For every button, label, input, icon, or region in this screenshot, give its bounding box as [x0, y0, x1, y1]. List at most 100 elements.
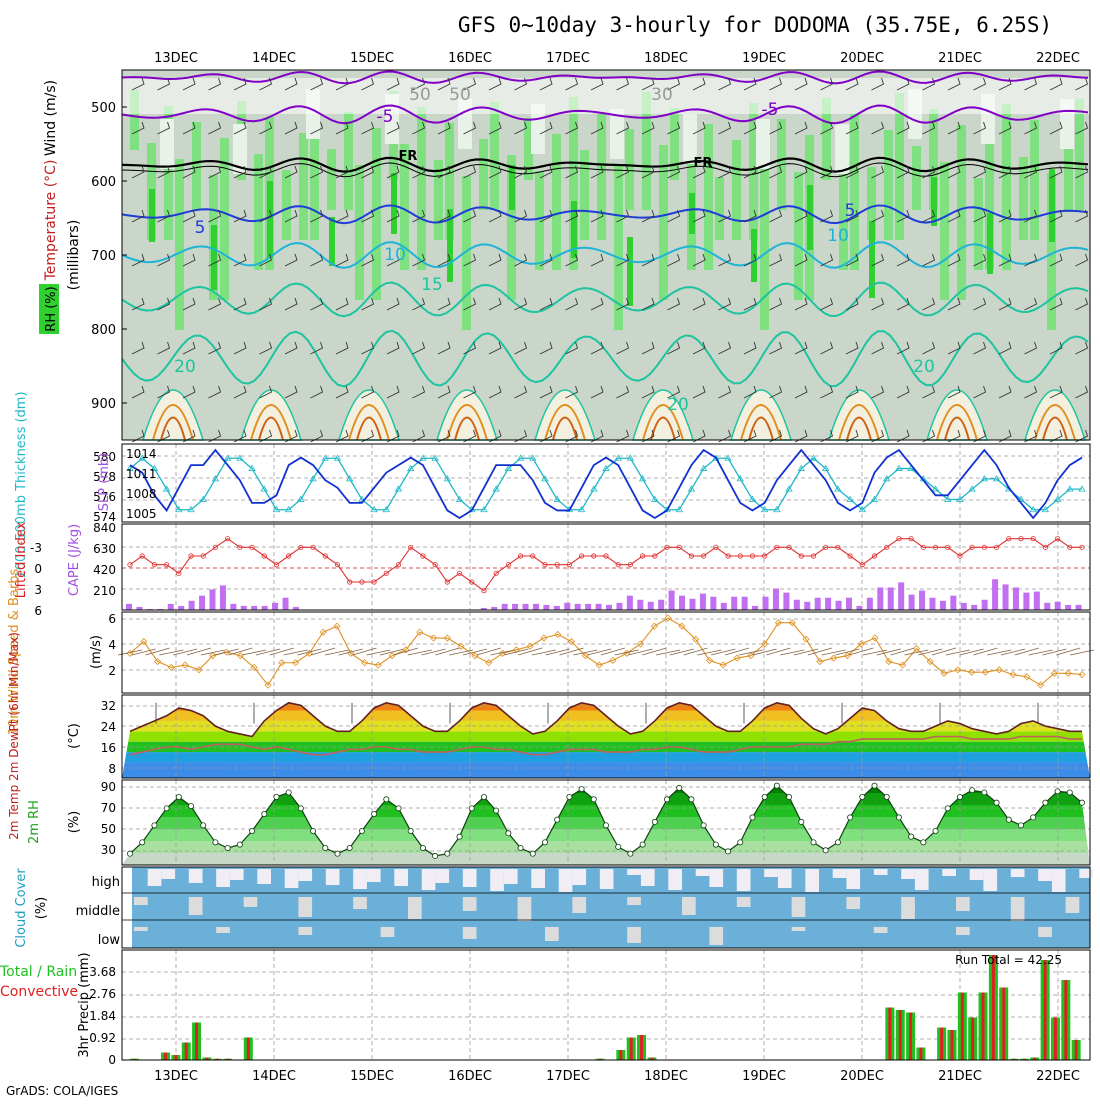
- wind-barb: [131, 209, 145, 223]
- wind-barb: [871, 165, 885, 179]
- cloud-high-gap: [435, 869, 450, 883]
- surface-wind-barb: [338, 648, 363, 656]
- cape-bar: [960, 602, 967, 610]
- warm-cell-contour: [544, 404, 586, 441]
- wind-barb: [1049, 385, 1063, 399]
- wind-barb: [820, 209, 834, 223]
- rh-shade-dark: [267, 181, 273, 258]
- rh-marker: [969, 787, 976, 794]
- rh-shade: [715, 177, 724, 240]
- warm-cell: [337, 389, 401, 441]
- thickness-marker: [1078, 485, 1086, 492]
- wind-barb: [1049, 165, 1063, 179]
- wind-barb: [1024, 209, 1038, 223]
- cape-bar: [251, 605, 258, 610]
- lifted-index-marker: [286, 553, 292, 559]
- wind-barb: [794, 121, 808, 135]
- rh-marker: [541, 839, 548, 846]
- contour-label: 10: [827, 226, 849, 246]
- upper-air-panel: -5 -5 FR FR 5 5 10 10 15 20 20 20 50 50 30 500 600 700 800…: [39, 69, 1091, 443]
- surface-wind-barb: [352, 647, 377, 656]
- cloud-high-gap: [188, 869, 203, 883]
- cloud-high-gap: [1038, 869, 1052, 881]
- wind-barb: [616, 385, 630, 399]
- wind-barb: [769, 209, 783, 223]
- precip-convective-bar: [1064, 980, 1068, 1060]
- surface-wind-barb: [173, 648, 198, 656]
- wind-barb: [692, 77, 706, 91]
- wind-barb: [820, 77, 834, 91]
- rh-marker: [1042, 799, 1049, 806]
- date-label-bottom: 15DEC: [350, 1069, 394, 1084]
- wind-barb: [998, 121, 1012, 135]
- wind-speed-marker: [195, 666, 203, 674]
- ylabel-cape: CAPE (J/kg): [67, 524, 82, 596]
- rh-band: [122, 853, 1090, 865]
- rh-marker: [505, 830, 512, 837]
- rh-tick: 50: [101, 822, 116, 836]
- lifted-index-marker: [798, 553, 804, 559]
- precip-convective-bar: [1012, 1058, 1016, 1060]
- rh-marker: [920, 839, 927, 846]
- wind-barb: [794, 165, 808, 179]
- rh-marker: [493, 807, 500, 814]
- wind-barb: [208, 165, 222, 179]
- rh-shade-pale: [835, 124, 849, 174]
- contour-label: FR: [399, 149, 418, 164]
- warm-cell-contour-inner: [258, 416, 284, 441]
- precip-convective-bar: [164, 1052, 168, 1060]
- surface-wind-barb: [407, 649, 432, 656]
- date-label-top: 20DEC: [840, 51, 884, 66]
- wind-barb: [896, 121, 910, 135]
- rh-marker: [700, 822, 707, 829]
- wind-barb: [259, 297, 273, 311]
- cloud-high-gap: [503, 869, 518, 884]
- wind-barb: [463, 165, 477, 179]
- wind-barb: [1024, 341, 1038, 355]
- rh-marker: [627, 850, 634, 857]
- rh-marker: [956, 794, 963, 801]
- wind-barb: [973, 341, 987, 355]
- rh-shade: [1030, 120, 1039, 240]
- wind-speed-marker: [126, 649, 134, 657]
- thickness-marker: [1017, 495, 1025, 502]
- wind-barb: [514, 385, 528, 399]
- rh-marker: [480, 794, 487, 801]
- date-label-bottom: 18DEC: [644, 1069, 688, 1084]
- wind-speed-marker: [236, 652, 244, 660]
- wind-barb: [973, 77, 987, 91]
- date-label-top: 14DEC: [252, 51, 296, 66]
- wind-barb: [157, 297, 171, 311]
- rh-shade: [1002, 104, 1011, 270]
- wind-barb: [182, 77, 196, 91]
- lifted-index-marker: [652, 553, 658, 559]
- temp-tick: 8: [108, 762, 116, 776]
- wind-speed-marker: [1050, 669, 1058, 677]
- lifted-index-line: [129, 537, 1082, 592]
- cloud-panel: high middle low Cloud Cover (%): [14, 866, 1093, 949]
- lifted-index-marker: [1006, 536, 1012, 542]
- warm-cell-contour: [446, 404, 488, 441]
- cloud-mid-gap: [1065, 897, 1080, 913]
- thickness-marker: [809, 454, 818, 461]
- contour-label: 15: [421, 275, 443, 295]
- panel-frame: [121, 523, 1091, 611]
- wind-barb: [437, 297, 451, 311]
- surface-wind-barb: [559, 647, 584, 656]
- lifted-index-marker: [688, 553, 695, 559]
- wind-barb: [157, 121, 171, 135]
- cloud-high-gap: [873, 869, 888, 875]
- cloud-low-gap: [1038, 927, 1052, 937]
- cape-bar: [752, 605, 759, 610]
- surface-wind-barb: [1028, 649, 1053, 656]
- wind-barb: [208, 297, 222, 311]
- rh-marker: [432, 852, 439, 859]
- cloud-low-gap: [545, 927, 559, 941]
- wind-barb: [845, 121, 859, 135]
- surface-wind-barb: [393, 647, 419, 656]
- wind-barb: [157, 77, 171, 91]
- wind-barb: [794, 297, 808, 311]
- wind-barb: [157, 385, 171, 399]
- temp-band: [122, 702, 1090, 711]
